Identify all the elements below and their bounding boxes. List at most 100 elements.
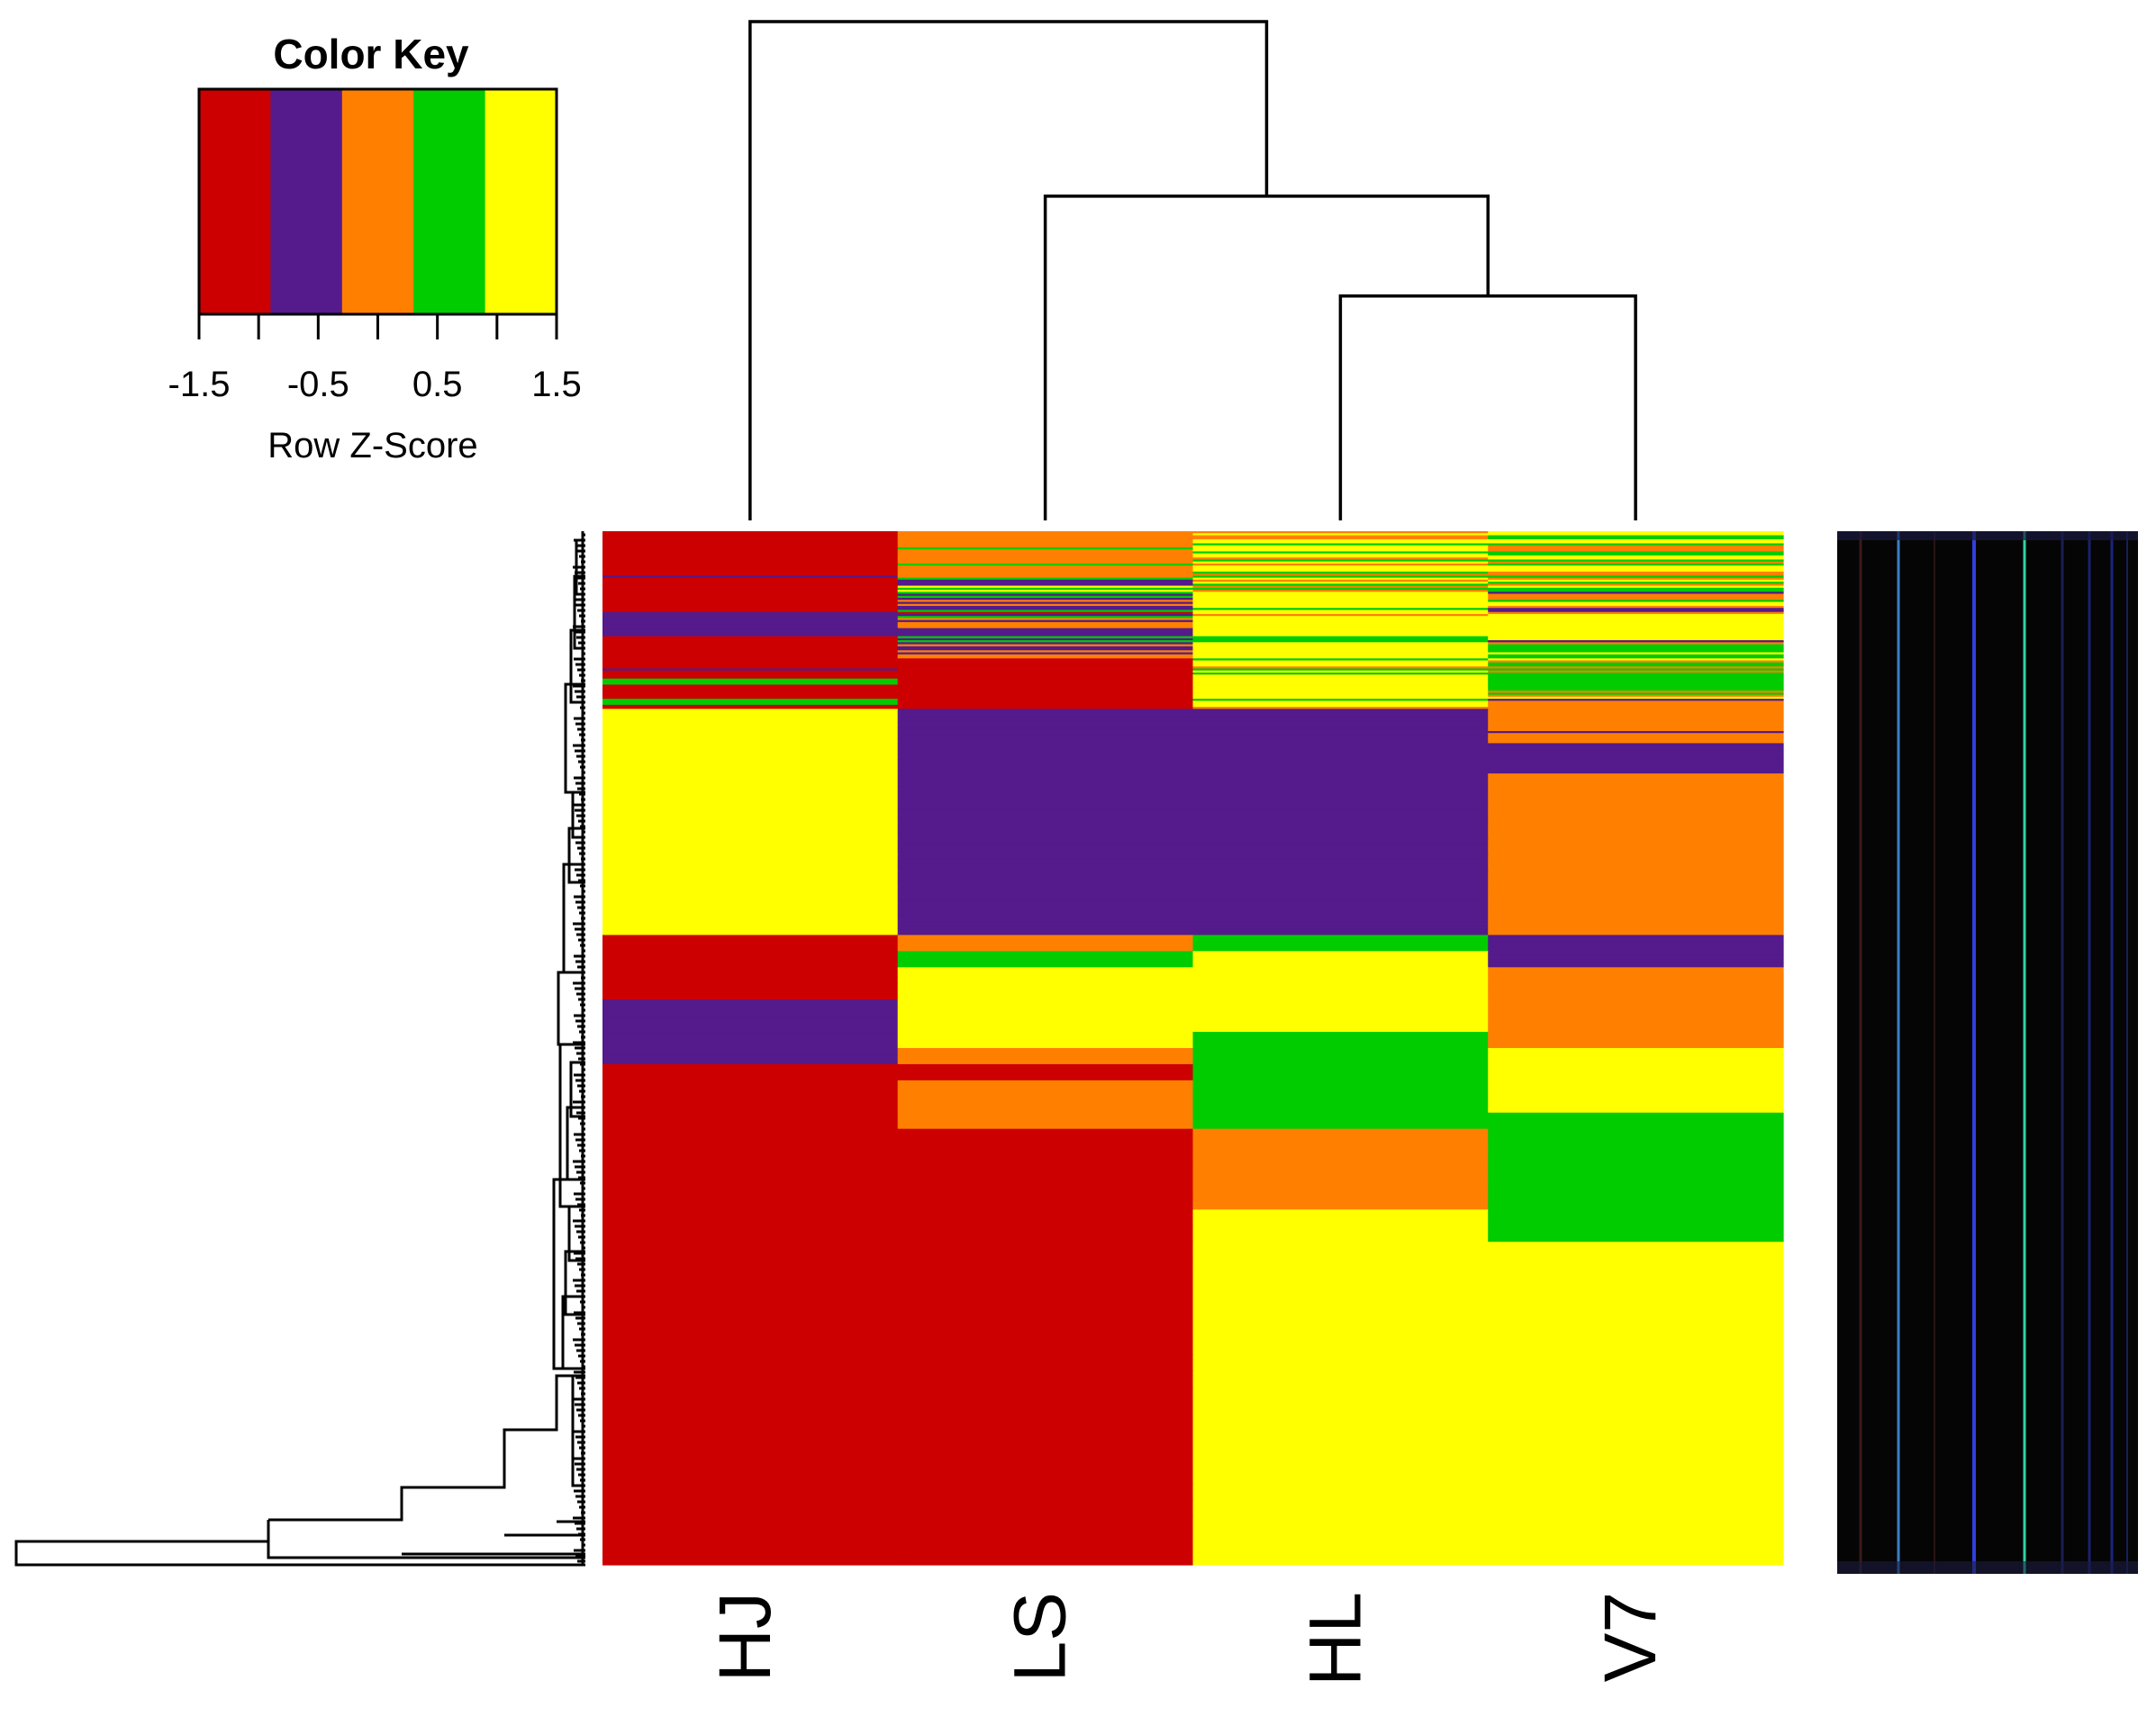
- heatmap-cell: [897, 595, 1194, 599]
- heatmap-cell: [1488, 844, 1784, 847]
- heatmap-cell: [897, 1536, 1194, 1540]
- heatmap-cell: [897, 876, 1194, 880]
- heatmap-cell: [1488, 670, 1784, 673]
- heatmap-cell: [1488, 1443, 1784, 1447]
- heatmap-cell: [897, 1502, 1194, 1505]
- heatmap-cell: [1488, 775, 1784, 779]
- heatmap-cell: [1488, 628, 1784, 631]
- heatmap-cell: [602, 1300, 899, 1304]
- heatmap-cell: [897, 1322, 1194, 1325]
- heatmap-cell: [602, 710, 899, 714]
- heatmap-cell: [1488, 1096, 1784, 1099]
- heatmap-cell: [602, 709, 899, 712]
- heatmap-cell: [602, 704, 899, 708]
- heatmap-cell: [897, 922, 1194, 926]
- heatmap-cell: [897, 1514, 1194, 1517]
- heatmap-cell: [897, 938, 1194, 942]
- heatmap-cell: [1192, 1050, 1489, 1053]
- heatmap-cell: [1488, 816, 1784, 818]
- heatmap-cell: [1192, 892, 1489, 896]
- heatmap-cell: [897, 1229, 1194, 1233]
- heatmap-cell: [602, 642, 899, 646]
- heatmap-cell: [1192, 918, 1489, 922]
- heatmap-cell: [897, 809, 1194, 813]
- heatmap-cell: [602, 1508, 899, 1512]
- heatmap-cell: [1488, 979, 1784, 982]
- heatmap-cell: [602, 845, 899, 849]
- heatmap-cell: [1192, 1516, 1489, 1520]
- heatmap-cell: [1488, 782, 1784, 784]
- heatmap-cell: [1488, 1151, 1784, 1154]
- heatmap-cell: [602, 1346, 899, 1350]
- heatmap-cell: [602, 1005, 899, 1008]
- heatmap-cell: [897, 551, 1194, 555]
- heatmap-cell: [1488, 767, 1784, 771]
- heatmap-cell: [897, 1314, 1194, 1317]
- heatmap-cell: [1192, 837, 1489, 841]
- heatmap-cell: [897, 854, 1194, 857]
- heatmap-cell: [897, 1271, 1194, 1275]
- heatmap-cell: [602, 1055, 899, 1059]
- heatmap-cell: [1192, 1393, 1489, 1396]
- heatmap-cell: [1488, 613, 1784, 617]
- heatmap-cell: [602, 1453, 899, 1457]
- heatmap-cell: [602, 1187, 899, 1190]
- heatmap-cell: [1488, 1496, 1784, 1499]
- heatmap-cell: [1192, 1391, 1489, 1395]
- heatmap-cell: [602, 979, 899, 982]
- heatmap-cell: [897, 676, 1194, 680]
- heatmap-cell: [897, 648, 1194, 651]
- heatmap-cell: [1192, 981, 1489, 984]
- heatmap-cell: [1192, 1217, 1489, 1221]
- heatmap-cell: [1488, 1024, 1784, 1026]
- heatmap-cell: [1192, 751, 1489, 755]
- heatmap-cell: [602, 1221, 899, 1224]
- heatmap-cell: [1192, 587, 1489, 591]
- heatmap-cell: [1488, 894, 1784, 898]
- heatmap-cell: [1488, 1522, 1784, 1525]
- heatmap-cell: [897, 975, 1194, 979]
- heatmap-cell: [1192, 1349, 1489, 1351]
- heatmap-cell: [1192, 668, 1489, 672]
- heatmap-cell: [1488, 967, 1784, 971]
- heatmap-cell: [1192, 585, 1489, 589]
- heatmap-cell: [602, 1276, 899, 1279]
- heatmap-cell: [897, 1066, 1194, 1070]
- heatmap-cell: [1488, 1242, 1784, 1245]
- heatmap-cell: [1488, 611, 1784, 615]
- heatmap-cell: [602, 1552, 899, 1556]
- heatmap-cell: [1488, 1417, 1784, 1421]
- heatmap-cell: [1192, 819, 1489, 823]
- heatmap-cell: [897, 1544, 1194, 1548]
- heatmap-cell: [897, 618, 1194, 621]
- heatmap-cell: [1488, 1076, 1784, 1080]
- heatmap-cell: [1192, 1134, 1489, 1138]
- heatmap-cell: [1192, 715, 1489, 718]
- heatmap-cell: [1192, 757, 1489, 760]
- heatmap-cell: [897, 1074, 1194, 1077]
- heatmap-cell: [602, 1463, 899, 1467]
- heatmap-cell: [602, 1554, 899, 1558]
- heatmap-cell: [1192, 1524, 1489, 1527]
- heatmap-cell: [1488, 1108, 1784, 1112]
- heatmap-cell: [1488, 1268, 1784, 1271]
- heatmap-cell: [602, 1107, 899, 1109]
- heatmap-cell: [1192, 1308, 1489, 1312]
- heatmap-cell: [1488, 1271, 1784, 1275]
- heatmap-cell: [1192, 567, 1489, 571]
- heatmap-cell: [1192, 1221, 1489, 1224]
- heatmap-cell: [897, 1243, 1194, 1247]
- color-key-tick-label: -1.5: [168, 365, 231, 404]
- heatmap-cell: [1192, 805, 1489, 809]
- heatmap-cell: [897, 1060, 1194, 1063]
- heatmap-cell: [602, 981, 899, 984]
- heatmap-cell: [1488, 971, 1784, 974]
- heatmap-cell: [897, 1395, 1194, 1398]
- heatmap-cell: [1488, 577, 1784, 581]
- heatmap-cell: [602, 866, 899, 870]
- heatmap-cell: [1488, 1304, 1784, 1307]
- heatmap-cell: [1488, 1048, 1784, 1051]
- heatmap-cell: [1488, 793, 1784, 797]
- heatmap-cell: [1192, 1324, 1489, 1328]
- heatmap-cell: [602, 593, 899, 597]
